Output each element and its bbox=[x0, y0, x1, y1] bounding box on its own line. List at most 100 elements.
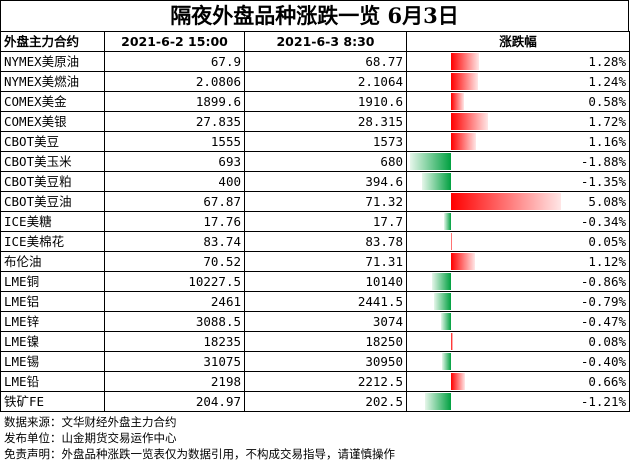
change-cell: 0.08% bbox=[406, 331, 630, 352]
change-cell: 1.72% bbox=[406, 111, 630, 132]
change-percent: 1.16% bbox=[588, 134, 626, 149]
change-cell: 0.66% bbox=[406, 371, 630, 392]
change-percent: -0.40% bbox=[580, 354, 626, 369]
prev-price: 3088.5 bbox=[104, 311, 245, 332]
contract-name: ICE美糖 bbox=[0, 211, 105, 232]
contract-name: LME铜 bbox=[0, 271, 105, 292]
prev-price: 2.0806 bbox=[104, 71, 245, 92]
change-bar-up bbox=[451, 53, 479, 70]
change-percent: -0.79% bbox=[580, 294, 626, 309]
change-percent: -1.88% bbox=[580, 154, 626, 169]
table-row: CBOT美豆粕 400 394.6 -1.35% bbox=[0, 171, 630, 192]
table-row: LME铜 10227.5 10140 -0.86% bbox=[0, 271, 630, 292]
contract-name: NYMEX美燃油 bbox=[0, 71, 105, 92]
curr-price: 28.315 bbox=[244, 111, 407, 132]
contract-name: 布伦油 bbox=[0, 251, 105, 272]
change-bar-up bbox=[451, 253, 475, 270]
contract-name: COMEX美金 bbox=[0, 91, 105, 112]
prev-price: 31075 bbox=[104, 351, 245, 372]
footer-disclaimer: 免责声明：外盘品种涨跌一览表仅为数据引用，不构成交易指导，请谨慎操作 bbox=[4, 447, 395, 461]
curr-price: 3074 bbox=[244, 311, 407, 332]
table-row: LME镍 18235 18250 0.08% bbox=[0, 331, 630, 352]
footer-publisher: 发布单位：山金期货交易运作中心 bbox=[4, 431, 177, 445]
table-row: LME铅 2198 2212.5 0.66% bbox=[0, 371, 630, 392]
change-bar-up bbox=[451, 373, 465, 390]
prev-price: 67.9 bbox=[104, 51, 245, 72]
change-cell: -0.34% bbox=[406, 211, 630, 232]
contract-name: CBOT美玉米 bbox=[0, 151, 105, 172]
table-row: LME锡 31075 30950 -0.40% bbox=[0, 351, 630, 372]
prev-price: 1555 bbox=[104, 131, 245, 152]
change-percent: -0.34% bbox=[580, 214, 626, 229]
prev-price: 70.52 bbox=[104, 251, 245, 272]
curr-price: 71.32 bbox=[244, 191, 407, 212]
table-row: CBOT美豆 1555 1573 1.16% bbox=[0, 131, 630, 152]
header-prev-time: 2021-6-2 15:00 bbox=[104, 31, 245, 52]
change-percent: 0.08% bbox=[588, 334, 626, 349]
change-percent: 0.05% bbox=[588, 234, 626, 249]
change-bar-down bbox=[442, 353, 451, 370]
change-percent: 1.72% bbox=[588, 114, 626, 129]
curr-price: 68.77 bbox=[244, 51, 407, 72]
change-bar-down bbox=[432, 273, 451, 290]
curr-price: 394.6 bbox=[244, 171, 407, 192]
change-percent: -0.47% bbox=[580, 314, 626, 329]
change-bar-up bbox=[451, 233, 452, 250]
curr-price: 17.7 bbox=[244, 211, 407, 232]
change-percent: -0.86% bbox=[580, 274, 626, 289]
prev-price: 204.97 bbox=[104, 391, 245, 412]
curr-price: 10140 bbox=[244, 271, 407, 292]
change-cell: 1.28% bbox=[406, 51, 630, 72]
change-cell: 1.16% bbox=[406, 131, 630, 152]
table-row: 布伦油 70.52 71.31 1.12% bbox=[0, 251, 630, 272]
contract-name: LME镍 bbox=[0, 331, 105, 352]
prev-price: 2198 bbox=[104, 371, 245, 392]
change-percent: 5.08% bbox=[588, 194, 626, 209]
table-header-row: 外盘主力合约 2021-6-2 15:00 2021-6-3 8:30 涨跌幅 bbox=[0, 31, 630, 52]
curr-price: 2212.5 bbox=[244, 371, 407, 392]
contract-name: NYMEX美原油 bbox=[0, 51, 105, 72]
footer-source: 数据来源：文华财经外盘主力合约 bbox=[4, 415, 177, 429]
curr-price: 71.31 bbox=[244, 251, 407, 272]
contract-name: CBOT美豆油 bbox=[0, 191, 105, 212]
change-cell: -1.88% bbox=[406, 151, 630, 172]
prev-price: 2461 bbox=[104, 291, 245, 312]
curr-price: 1573 bbox=[244, 131, 407, 152]
change-bar-down bbox=[441, 313, 451, 330]
change-bar-down bbox=[444, 213, 451, 230]
table-row: CBOT美玉米 693 680 -1.88% bbox=[0, 151, 630, 172]
contract-name: 铁矿FE bbox=[0, 391, 105, 412]
change-percent: 1.28% bbox=[588, 54, 626, 69]
change-bar-up bbox=[451, 113, 488, 130]
prev-price: 83.74 bbox=[104, 231, 245, 252]
curr-price: 83.78 bbox=[244, 231, 407, 252]
change-bar-down bbox=[434, 293, 451, 310]
prev-price: 10227.5 bbox=[104, 271, 245, 292]
table-row: 铁矿FE 204.97 202.5 -1.21% bbox=[0, 391, 630, 412]
curr-price: 2.1064 bbox=[244, 71, 407, 92]
prev-price: 67.87 bbox=[104, 191, 245, 212]
table-row: ICE美棉花 83.74 83.78 0.05% bbox=[0, 231, 630, 252]
change-cell: -0.47% bbox=[406, 311, 630, 332]
change-cell: -1.21% bbox=[406, 391, 630, 412]
change-cell: -0.79% bbox=[406, 291, 630, 312]
prev-price: 1899.6 bbox=[104, 91, 245, 112]
change-cell: 0.05% bbox=[406, 231, 630, 252]
prev-price: 18235 bbox=[104, 331, 245, 352]
prev-price: 400 bbox=[104, 171, 245, 192]
sheet-title: 隔夜外盘品种涨跌一览 6月3日 bbox=[0, 0, 629, 32]
change-bar-up bbox=[451, 93, 464, 110]
change-percent: 0.66% bbox=[588, 374, 626, 389]
change-bar-up bbox=[451, 193, 561, 210]
curr-price: 680 bbox=[244, 151, 407, 172]
contract-name: CBOT美豆 bbox=[0, 131, 105, 152]
table-row: LME铝 2461 2441.5 -0.79% bbox=[0, 291, 630, 312]
change-percent: 1.12% bbox=[588, 254, 626, 269]
footer-notes: 数据来源：文华财经外盘主力合约 发布单位：山金期货交易运作中心 免责声明：外盘品… bbox=[4, 414, 395, 462]
change-cell: 0.58% bbox=[406, 91, 630, 112]
curr-price: 2441.5 bbox=[244, 291, 407, 312]
table-row: NYMEX美原油 67.9 68.77 1.28% bbox=[0, 51, 630, 72]
table-row: COMEX美金 1899.6 1910.6 0.58% bbox=[0, 91, 630, 112]
change-cell: 1.12% bbox=[406, 251, 630, 272]
